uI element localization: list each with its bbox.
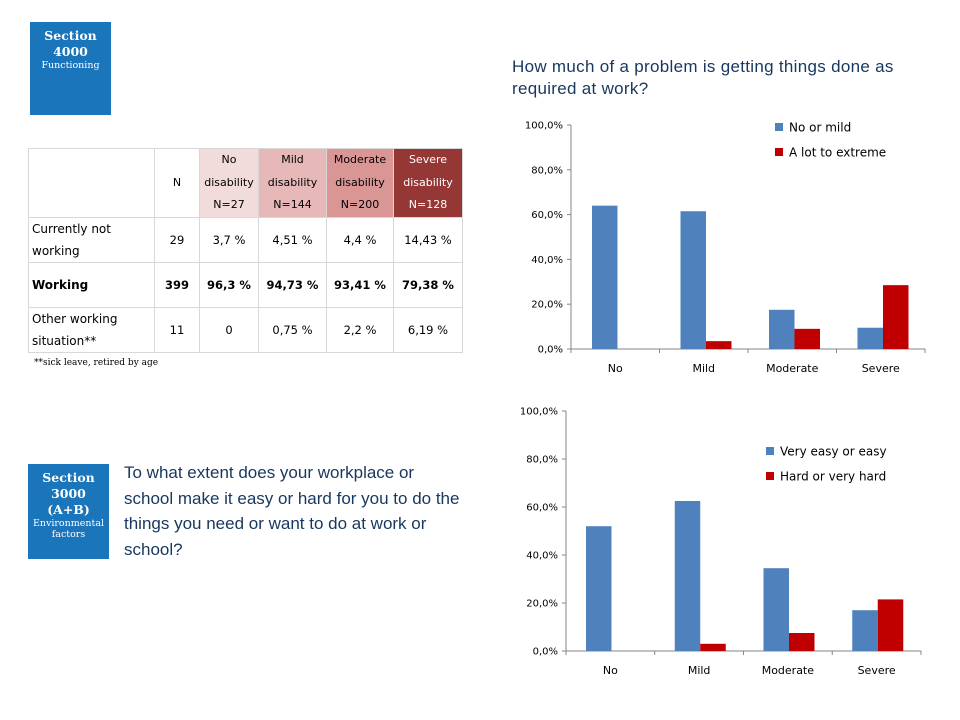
bar bbox=[586, 526, 612, 651]
y-tick-label: 40,0% bbox=[526, 551, 558, 562]
bar bbox=[769, 309, 795, 349]
legend-swatch bbox=[766, 447, 774, 455]
header-severe-disability: Severe disability N=128 bbox=[393, 148, 463, 218]
cell-moderate: 2,2 % bbox=[326, 307, 394, 353]
legend-label: Very easy or easy bbox=[780, 445, 887, 459]
bar bbox=[680, 211, 706, 349]
legend-label: No or mild bbox=[789, 121, 851, 135]
cell-moderate: 4,4 % bbox=[326, 217, 394, 263]
x-tick-label: Moderate bbox=[766, 362, 819, 375]
section-number: 4000 bbox=[53, 44, 88, 59]
y-tick-label: 60,0% bbox=[526, 503, 558, 514]
table-row: Currently not working 29 3,7 % 4,51 % 4,… bbox=[28, 217, 463, 263]
bar bbox=[592, 205, 618, 349]
section-code: (A+B) bbox=[47, 502, 90, 517]
cell-mild: 0,75 % bbox=[258, 307, 327, 353]
cell-severe: 79,38 % bbox=[393, 262, 463, 308]
question-bottom: To what extent does your workplace or sc… bbox=[124, 463, 460, 559]
cell-mild: 94,73 % bbox=[258, 262, 327, 308]
x-tick-label: Mild bbox=[692, 362, 715, 375]
table-row: Other working situation** 11 0 0,75 % 2,… bbox=[28, 307, 463, 353]
employment-table: N No disability N=27 Mild disability N=1… bbox=[28, 148, 463, 353]
bar bbox=[794, 328, 820, 349]
y-tick-label: 60,0% bbox=[531, 210, 563, 221]
header-no-disability: No disability N=27 bbox=[199, 148, 259, 218]
bar bbox=[706, 341, 732, 349]
table-footnote: **sick leave, retired by age bbox=[34, 358, 159, 368]
section-subtitle: Functioning bbox=[41, 60, 100, 71]
table-row: Working 399 96,3 % 94,73 % 93,41 % 79,38… bbox=[28, 262, 463, 308]
y-tick-label: 20,0% bbox=[531, 300, 563, 311]
cell-no: 3,7 % bbox=[199, 217, 259, 263]
section-subtitle-2: factors bbox=[51, 529, 86, 540]
y-tick-label: 0,0% bbox=[533, 647, 558, 658]
section-3000-badge: Section 3000 (A+B) Environmental factors bbox=[28, 464, 109, 559]
y-tick-label: 100,0% bbox=[525, 121, 563, 132]
bar bbox=[763, 568, 789, 651]
bar bbox=[789, 633, 815, 651]
x-tick-label: Severe bbox=[858, 664, 896, 677]
legend-label: Hard or very hard bbox=[780, 470, 886, 484]
header-corner bbox=[28, 148, 155, 218]
question-top: How much of a problem is getting things … bbox=[512, 57, 894, 98]
legend-label: A lot to extreme bbox=[789, 146, 886, 160]
x-tick-label: Mild bbox=[688, 664, 711, 677]
legend-swatch bbox=[775, 148, 783, 156]
bar bbox=[883, 285, 909, 349]
bar bbox=[852, 610, 878, 651]
y-tick-label: 40,0% bbox=[531, 255, 563, 266]
y-tick-label: 100,0% bbox=[520, 407, 558, 418]
cell-n: 399 bbox=[154, 262, 200, 308]
bar bbox=[674, 501, 701, 651]
cell-no: 0 bbox=[199, 307, 259, 353]
x-tick-label: No bbox=[603, 664, 618, 677]
header-moderate-disability: Moderate disability N=200 bbox=[326, 148, 394, 218]
legend-swatch bbox=[775, 123, 783, 131]
x-tick-label: No bbox=[608, 362, 623, 375]
section-4000-badge: Section 4000 Functioning bbox=[30, 22, 111, 115]
cell-n: 11 bbox=[154, 307, 200, 353]
section-subtitle-1: Environmental bbox=[32, 518, 105, 529]
row-label: Working bbox=[28, 262, 155, 308]
y-tick-label: 20,0% bbox=[526, 599, 558, 610]
cell-severe: 14,43 % bbox=[393, 217, 463, 263]
y-tick-label: 0,0% bbox=[538, 345, 563, 356]
cell-n: 29 bbox=[154, 217, 200, 263]
cell-moderate: 93,41 % bbox=[326, 262, 394, 308]
y-tick-label: 80,0% bbox=[531, 165, 563, 176]
bar bbox=[877, 599, 904, 651]
cell-mild: 4,51 % bbox=[258, 217, 327, 263]
y-tick-label: 80,0% bbox=[526, 455, 558, 466]
x-tick-label: Moderate bbox=[762, 664, 815, 677]
bar bbox=[700, 643, 726, 651]
row-label: Currently not working bbox=[28, 217, 155, 263]
row-label: Other working situation** bbox=[28, 307, 155, 353]
section-number: 3000 bbox=[51, 486, 86, 501]
header-n: N bbox=[154, 148, 200, 218]
section-title: Section bbox=[42, 470, 95, 485]
bar bbox=[857, 327, 883, 349]
cell-no: 96,3 % bbox=[199, 262, 259, 308]
table-header-row: N No disability N=27 Mild disability N=1… bbox=[28, 148, 463, 218]
x-tick-label: Severe bbox=[862, 362, 900, 375]
legend-swatch bbox=[766, 472, 774, 480]
cell-severe: 6,19 % bbox=[393, 307, 463, 353]
section-title: Section bbox=[44, 28, 97, 43]
header-mild-disability: Mild disability N=144 bbox=[258, 148, 327, 218]
